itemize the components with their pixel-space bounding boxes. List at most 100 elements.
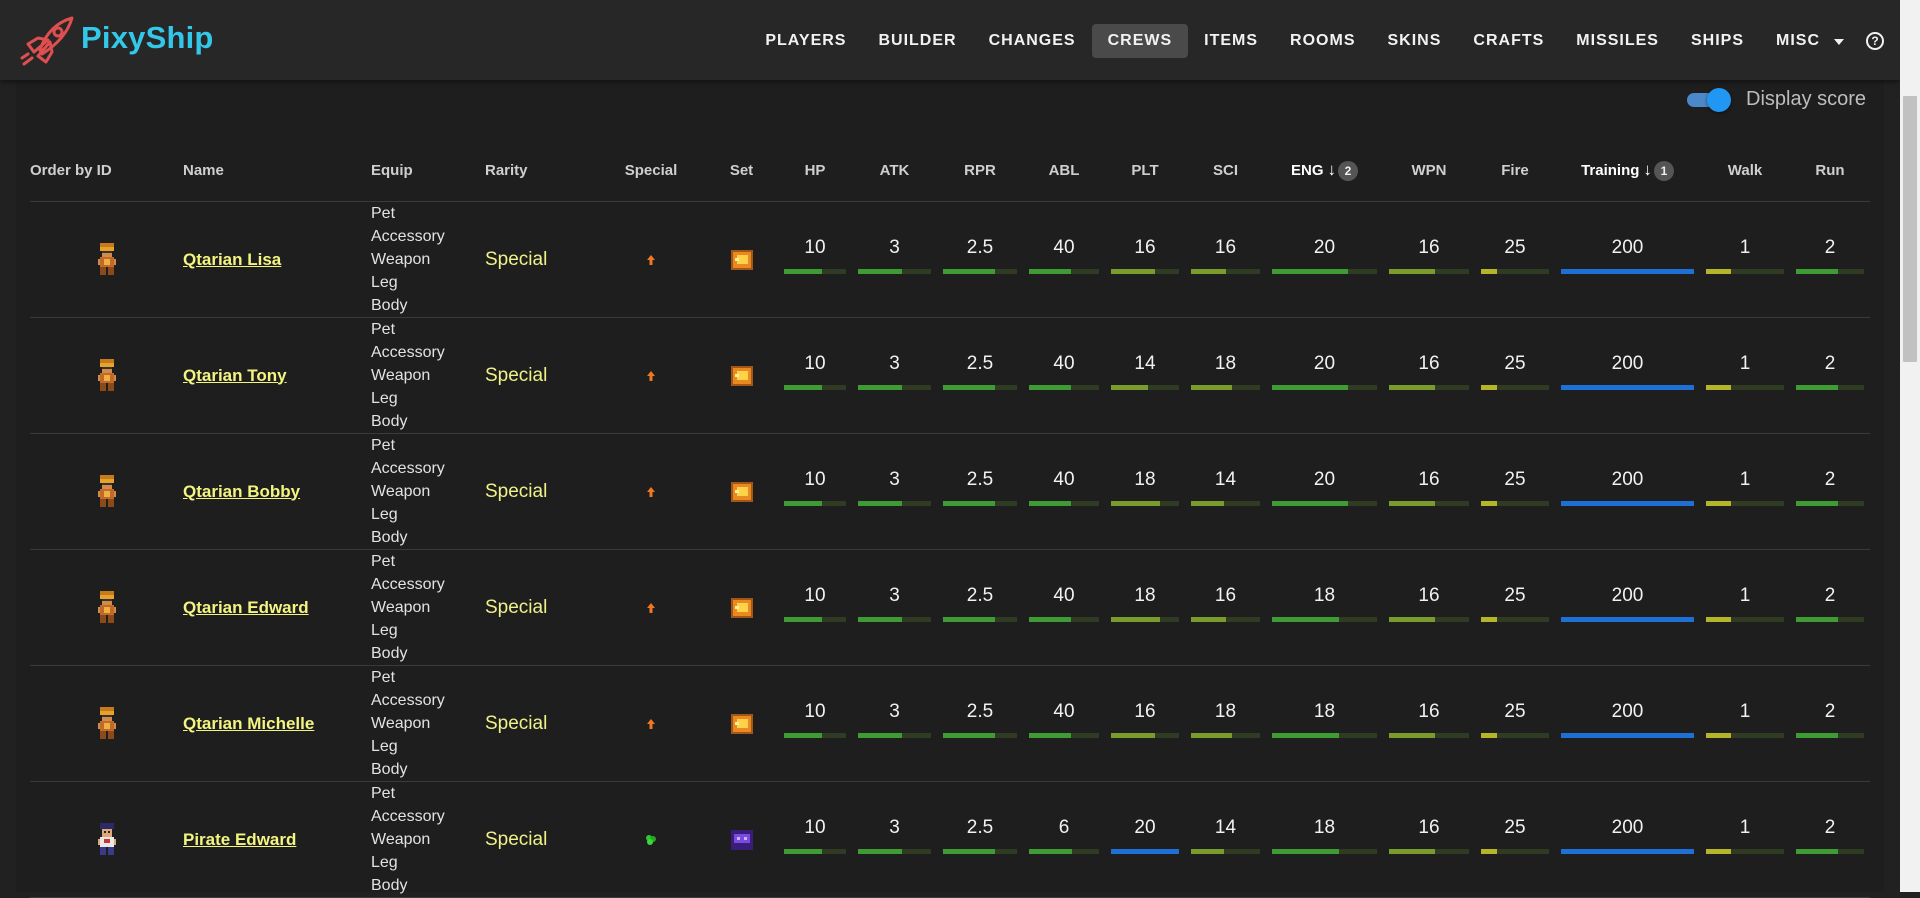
order-cell (30, 317, 183, 434)
set-cell (705, 201, 778, 318)
equip-slot: Body (371, 413, 408, 430)
crew-avatar-icon (97, 242, 116, 275)
score-bar-fill (1029, 385, 1071, 390)
score-bar (1481, 733, 1549, 738)
nav-rooms[interactable]: ROOMS (1290, 32, 1356, 49)
score-bar (1111, 501, 1179, 506)
score-bar (1706, 501, 1784, 506)
help-icon[interactable]: ? (1866, 32, 1884, 50)
rarity-cell: Special (485, 433, 597, 550)
col-special[interactable]: Special (597, 140, 705, 202)
stat-hp-cell: 10 (778, 433, 852, 550)
crew-name-link[interactable]: Qtarian Edward (183, 597, 309, 617)
score-bar-fill (1272, 385, 1348, 390)
special-cell (597, 433, 705, 550)
equip-cell: Pet Accessory Weapon Leg Body (371, 665, 485, 782)
stat-plt-value: 18 (1134, 585, 1156, 606)
col-order-by-id[interactable]: Order by ID (30, 140, 183, 202)
col-name[interactable]: Name (183, 140, 371, 202)
rarity-text: Special (485, 364, 548, 386)
equip-slot: Pet (371, 205, 396, 222)
nav-builder[interactable]: BUILDER (878, 32, 957, 49)
col-training[interactable]: Training ↓ 1 (1555, 140, 1700, 202)
score-bar-fill (943, 385, 995, 390)
stat-sci-cell: 16 (1185, 549, 1266, 666)
col-fire[interactable]: Fire (1475, 140, 1555, 202)
equip-cell: Pet Accessory Weapon Leg Body (371, 433, 485, 550)
stat-hp-value: 10 (804, 237, 826, 258)
nav-missiles[interactable]: MISSILES (1576, 32, 1659, 49)
crew-name-link[interactable]: Qtarian Tony (183, 365, 287, 385)
gold-set-icon (730, 713, 753, 734)
equip-slot: Weapon (371, 483, 431, 500)
equip-cell: Pet Accessory Weapon Leg Body (371, 201, 485, 318)
score-bar-fill (1111, 849, 1179, 854)
col-plt[interactable]: PLT (1105, 140, 1185, 202)
rocket-logo-icon[interactable] (20, 14, 76, 66)
stat-training-value: 200 (1611, 701, 1644, 722)
brand-name[interactable]: PixyShip (81, 20, 214, 55)
col-eng-label: ENG (1290, 161, 1324, 179)
col-equip[interactable]: Equip (371, 140, 485, 202)
nav-crafts[interactable]: CRAFTS (1473, 32, 1545, 49)
stat-run-cell: 2 (1790, 317, 1870, 434)
name-cell: Qtarian Edward (183, 549, 371, 666)
stat-training-cell: 200 (1555, 433, 1700, 550)
equip-slot: Pet (371, 553, 396, 570)
nav-changes[interactable]: CHANGES (988, 32, 1076, 49)
stat-training-cell: 200 (1555, 317, 1700, 434)
nav-skins[interactable]: SKINS (1387, 32, 1442, 49)
nav-items[interactable]: ITEMS (1204, 32, 1259, 49)
score-bar-fill (1561, 385, 1694, 390)
col-wpn[interactable]: WPN (1383, 140, 1475, 202)
crew-name-link[interactable]: Qtarian Lisa (183, 249, 282, 269)
score-bar-fill (1389, 733, 1436, 738)
col-hp[interactable]: HP (778, 140, 852, 202)
display-score-toggle[interactable] (1687, 85, 1737, 115)
col-abl[interactable]: ABL (1023, 140, 1105, 202)
equip-slot: Body (371, 529, 408, 546)
stat-fire-value: 25 (1504, 817, 1526, 838)
score-bar-fill (1796, 849, 1839, 854)
stat-wpn-cell: 16 (1383, 433, 1475, 550)
nav-players[interactable]: PLAYERS (765, 32, 847, 49)
stat-hp-cell: 10 (778, 781, 852, 898)
score-bar-fill (1561, 269, 1694, 274)
score-bar-fill (1111, 617, 1160, 622)
chevron-down-icon (1834, 39, 1844, 45)
col-run[interactable]: Run (1790, 140, 1870, 202)
nav-crews[interactable]: CREWS (1091, 24, 1189, 58)
nav-misc-label: MISC (1776, 32, 1820, 49)
col-rarity[interactable]: Rarity (485, 140, 597, 202)
stat-wpn-value: 16 (1418, 817, 1440, 838)
score-bar-fill (1561, 733, 1694, 738)
crew-name-link[interactable]: Qtarian Michelle (183, 713, 315, 733)
crew-avatar-icon (97, 706, 116, 739)
nav-misc-dropdown[interactable]: MISC (1760, 24, 1858, 58)
clover-icon (646, 834, 656, 845)
col-sci[interactable]: SCI (1185, 140, 1266, 202)
page-scrollbar[interactable] (1900, 0, 1920, 892)
score-bar-fill (1481, 849, 1498, 854)
crew-name-link[interactable]: Qtarian Bobby (183, 481, 301, 501)
stat-rpr-value: 2.5 (966, 353, 994, 374)
score-bar (1389, 849, 1469, 854)
stat-atk-value: 3 (889, 237, 900, 258)
col-rpr[interactable]: RPR (937, 140, 1023, 202)
score-bar (1029, 849, 1099, 854)
equip-slot: Leg (371, 390, 398, 407)
equip-slot: Accessory (371, 576, 445, 593)
stat-sci-value: 18 (1214, 353, 1237, 374)
col-atk[interactable]: ATK (852, 140, 937, 202)
stat-hp-cell: 10 (778, 201, 852, 318)
crew-name-link[interactable]: Pirate Edward (183, 829, 297, 849)
nav-ships[interactable]: SHIPS (1690, 32, 1744, 49)
col-walk[interactable]: Walk (1700, 140, 1790, 202)
col-set[interactable]: Set (705, 140, 778, 202)
scrollbar-thumb[interactable] (1903, 96, 1917, 362)
score-bar (1111, 385, 1179, 390)
col-eng[interactable]: ENG ↓ 2 (1266, 140, 1383, 202)
score-bar-fill (858, 733, 902, 738)
stat-walk-cell: 1 (1700, 665, 1790, 782)
stat-hp-value: 10 (804, 585, 826, 606)
